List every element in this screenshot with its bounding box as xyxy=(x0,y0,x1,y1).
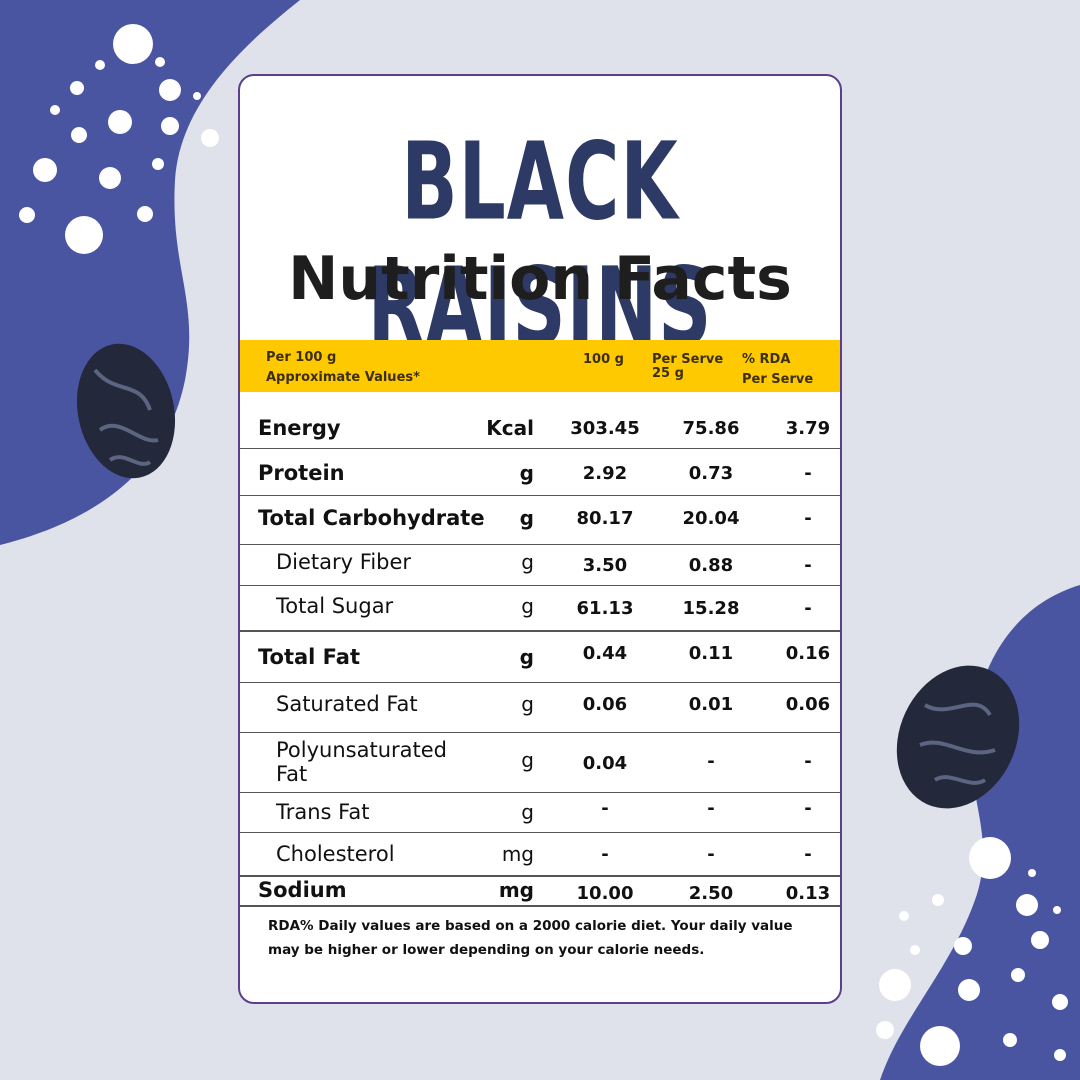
row-label: Protein xyxy=(258,461,345,485)
row-value-serve: 0.11 xyxy=(688,643,734,664)
header-100g: 100 g xyxy=(583,352,624,367)
nutrition-card: BLACK RAISINS Nutrition Facts Per 100 g … xyxy=(238,74,842,1004)
header-rda-per-serve: Per Serve xyxy=(742,372,814,387)
row-value-rda: - xyxy=(804,751,812,772)
header-per-serve: Per Serve xyxy=(652,352,724,367)
divider xyxy=(240,448,840,449)
row-value-rda: - xyxy=(804,555,812,576)
row-label: Total Sugar xyxy=(276,594,394,618)
row-value-rda: - xyxy=(804,844,812,865)
row-value-100g: 303.45 xyxy=(570,418,640,439)
header-rda: % RDA xyxy=(742,352,791,367)
row-value-serve: 15.28 xyxy=(682,598,740,619)
row-unit: g xyxy=(521,550,534,574)
raisin-right-image xyxy=(896,665,1020,809)
divider xyxy=(240,585,840,586)
row-value-100g: 80.17 xyxy=(576,508,634,529)
row-value-rda: - xyxy=(804,508,812,529)
divider xyxy=(240,875,840,877)
row-unit: mg xyxy=(501,842,534,866)
row-value-100g: 0.44 xyxy=(582,643,628,664)
row-value-100g: - xyxy=(601,798,609,819)
divider xyxy=(240,495,840,496)
row-label: Total Carbohydrate xyxy=(258,506,485,530)
divider xyxy=(240,732,840,733)
row-value-serve: 2.50 xyxy=(688,883,734,904)
row-label: Dietary Fiber xyxy=(276,550,412,574)
row-value-100g: - xyxy=(601,844,609,865)
row-value-rda: - xyxy=(804,598,812,619)
row-value-serve: - xyxy=(707,798,715,819)
row-unit: g xyxy=(521,800,534,824)
row-value-serve: - xyxy=(707,844,715,865)
divider xyxy=(240,630,840,632)
row-value-rda: - xyxy=(804,798,812,819)
row-value-rda: 0.06 xyxy=(785,694,831,715)
row-value-serve: 20.04 xyxy=(682,508,740,529)
row-value-100g: 0.06 xyxy=(582,694,628,715)
row-value-rda: 0.16 xyxy=(785,643,831,664)
row-unit: Kcal xyxy=(486,416,534,440)
row-label: Saturated Fat xyxy=(276,692,418,716)
row-value-serve: 0.88 xyxy=(688,555,734,576)
rda-footnote: RDA% Daily values are based on a 2000 ca… xyxy=(268,918,793,958)
row-label: Cholesterol xyxy=(276,842,395,866)
row-label: Polyunsaturated Fat xyxy=(276,738,447,786)
table-header-band: Per 100 g Approximate Values* 100 g Per … xyxy=(240,340,840,392)
row-value-100g: 10.00 xyxy=(576,883,634,904)
header-25g: 25 g xyxy=(652,366,684,381)
row-unit: g xyxy=(521,748,534,772)
nutrition-facts-heading: Nutrition Facts xyxy=(288,244,792,314)
row-unit: g xyxy=(521,692,534,716)
header-approximate-values: Approximate Values* xyxy=(266,370,420,385)
row-value-100g: 2.92 xyxy=(582,463,628,484)
row-unit: g xyxy=(521,594,534,618)
bubbles-top-left xyxy=(19,24,219,254)
row-unit: g xyxy=(519,645,534,669)
divider xyxy=(240,544,840,545)
row-value-rda: - xyxy=(804,463,812,484)
divider xyxy=(240,832,840,833)
divider xyxy=(240,905,840,907)
row-label: Trans Fat xyxy=(276,800,370,824)
row-value-serve: 75.86 xyxy=(682,418,740,439)
row-value-serve: 0.73 xyxy=(688,463,734,484)
bubbles-bottom-right xyxy=(876,837,1068,1066)
row-value-rda: 3.79 xyxy=(785,418,831,439)
row-unit: g xyxy=(519,461,534,485)
row-label: Sodium xyxy=(258,878,347,902)
header-per-100g: Per 100 g xyxy=(266,350,337,365)
row-value-rda: 0.13 xyxy=(785,883,831,904)
row-value-100g: 3.50 xyxy=(582,555,628,576)
row-label: Total Fat xyxy=(258,645,361,669)
divider xyxy=(240,792,840,793)
row-value-serve: 0.01 xyxy=(688,694,734,715)
row-unit: mg xyxy=(498,878,534,902)
raisin-left-image xyxy=(76,343,176,479)
row-unit: g xyxy=(519,506,534,530)
row-value-100g: 61.13 xyxy=(576,598,634,619)
bottom-right-blob xyxy=(880,585,1080,1080)
row-value-serve: - xyxy=(707,751,715,772)
row-label: Energy xyxy=(258,416,341,440)
divider xyxy=(240,682,840,683)
row-value-100g: 0.04 xyxy=(582,753,628,774)
